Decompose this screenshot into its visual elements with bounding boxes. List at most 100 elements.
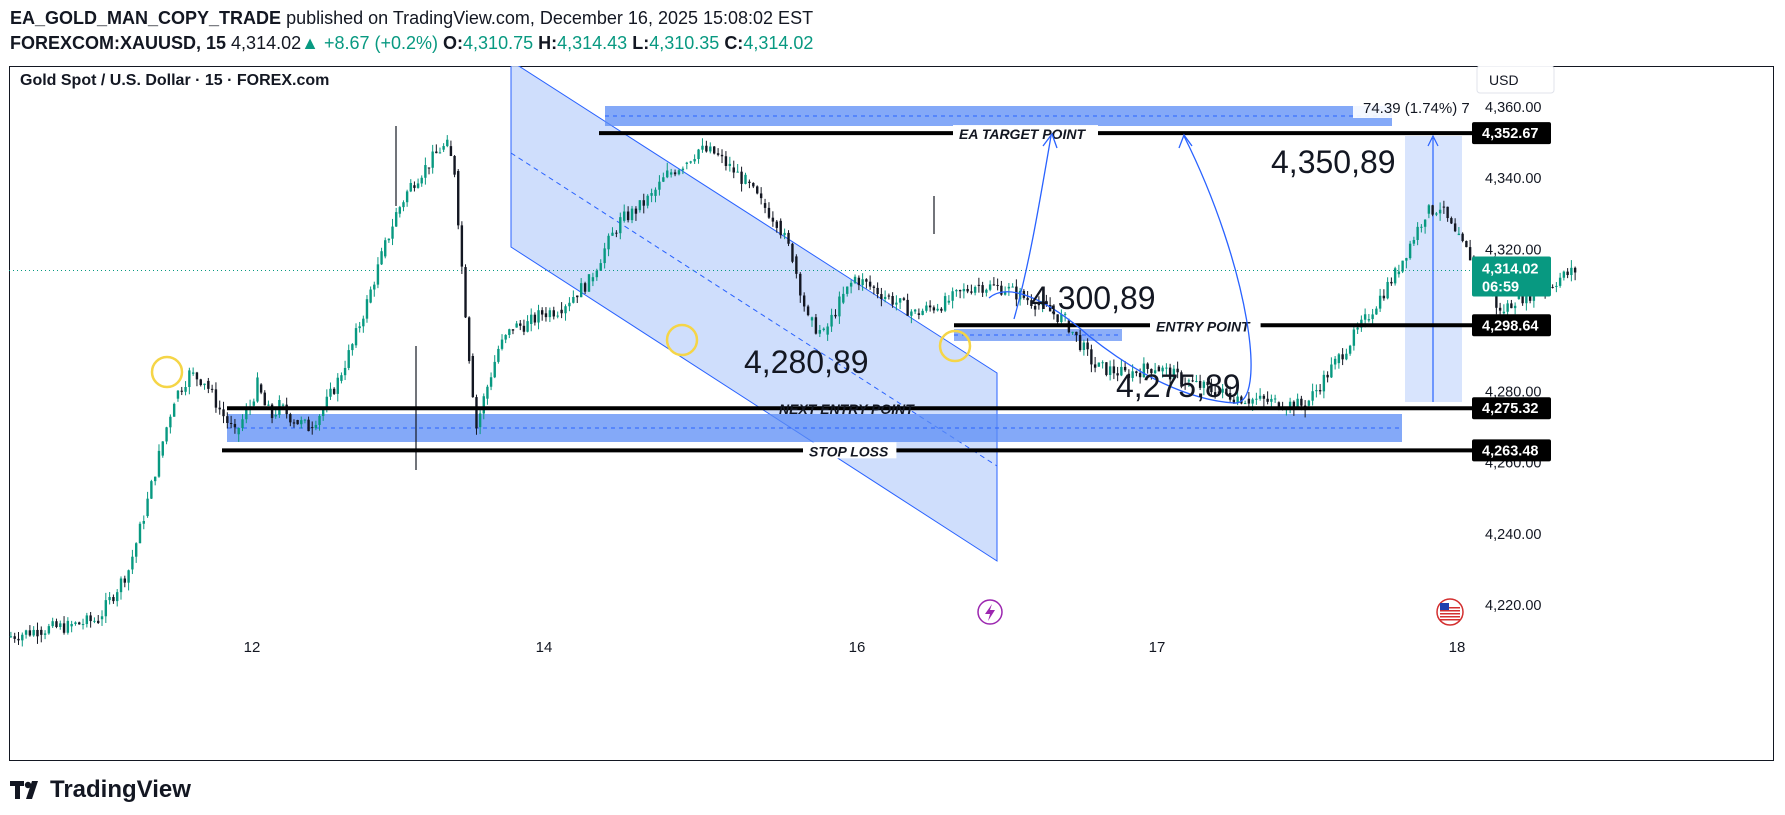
candle-body (123, 578, 127, 583)
tradingview-footer[interactable]: TradingView (10, 776, 191, 804)
publisher-name[interactable]: EA_GOLD_MAN_COPY_TRADE (10, 8, 282, 28)
candle-body (806, 306, 810, 316)
candle-body (343, 367, 347, 376)
candle-body (1131, 371, 1134, 378)
price-tag[interactable] (1472, 122, 1551, 145)
candle-body (1438, 209, 1442, 214)
candle-body (1090, 349, 1093, 365)
candle-body (1510, 303, 1513, 309)
chart-publish-line: EA_GOLD_MAN_COPY_TRADE published on Trad… (10, 8, 813, 29)
candle-body (658, 181, 661, 190)
candle-body (1573, 267, 1577, 273)
candle-body (1033, 305, 1037, 310)
candle-body (947, 300, 951, 303)
candle-body (1555, 285, 1558, 287)
price-annotation: 4,275,89 (1116, 368, 1241, 404)
candle-body (724, 156, 728, 166)
candle-body (93, 620, 96, 622)
low-label: L: (632, 33, 650, 53)
candle-body (1243, 403, 1247, 405)
high-value: 4,314.43 (557, 33, 628, 53)
candle-body (420, 177, 423, 184)
price-tag[interactable] (1472, 314, 1551, 337)
last-price: 4,314.02 (231, 33, 302, 53)
candle-body (560, 309, 563, 314)
candle-body (1341, 354, 1344, 360)
target-arrow-path[interactable] (1013, 135, 1052, 320)
candle-body (705, 145, 708, 152)
candle-body (62, 623, 66, 633)
candle-body (78, 622, 81, 625)
candle-body (1435, 213, 1438, 215)
candle-body (59, 623, 62, 628)
candle-body (988, 284, 992, 290)
candle-body (318, 416, 321, 425)
price-annotation: 4,280,89 (744, 344, 869, 380)
candle-body (1202, 381, 1206, 388)
candle-body (85, 615, 89, 625)
candle-body (712, 146, 716, 154)
reentry-arrow-path[interactable] (988, 135, 1252, 404)
candle-body (387, 238, 391, 241)
candle-body (138, 523, 142, 544)
candle-body (540, 310, 544, 315)
candle-body (112, 597, 115, 602)
candle-body (1210, 385, 1213, 393)
close-value: 4,314.02 (743, 33, 814, 53)
candle-body (292, 422, 296, 424)
us-flag-icon[interactable] (1436, 598, 1464, 626)
current-price-tag[interactable] (1472, 256, 1551, 297)
candle-body (634, 208, 638, 214)
candle-body (36, 629, 39, 637)
candle-body (1292, 401, 1296, 410)
candle-body (728, 163, 732, 166)
candle-body (1352, 329, 1356, 346)
candle-body (744, 174, 747, 184)
candle-body (887, 295, 891, 297)
candle-body (467, 317, 471, 362)
candle-body (1356, 327, 1359, 330)
candle-body (1465, 240, 1468, 248)
price-tag[interactable] (1472, 439, 1551, 462)
candle-body (1405, 258, 1408, 261)
candle-body (642, 200, 645, 206)
candle-body (654, 189, 657, 196)
candle-body (32, 629, 35, 636)
candle-body (1146, 363, 1149, 369)
candle-body (838, 296, 841, 317)
candle-body (697, 149, 700, 160)
price-chart[interactable]: 74.39 (1.74%) 7 EA TARGET POINT ENTRY POIN… (9, 66, 1774, 761)
candle-body (1097, 362, 1101, 367)
candle-body (1217, 391, 1221, 393)
candle-body (846, 286, 849, 294)
candle-body (1075, 331, 1078, 335)
currency-button[interactable] (1476, 66, 1555, 94)
flag-stripe (1440, 610, 1460, 612)
level-label: NEXT ENTRY POINT (779, 401, 915, 417)
candle-body (358, 326, 361, 329)
symbol-line: FOREXCOM:XAUUSD, 15 4,314.02▲ +8.67 (+0.… (10, 33, 813, 54)
x-axis-tick-label: 16 (849, 639, 866, 656)
candle-body (552, 310, 555, 317)
close-label: C: (724, 33, 744, 53)
candle-body (351, 344, 354, 351)
descending-channel[interactable] (510, 66, 998, 562)
candle-body (1450, 218, 1453, 224)
candle-body (868, 281, 872, 287)
candle-body (1307, 400, 1311, 406)
candle-body (530, 314, 533, 324)
candle-body (373, 284, 376, 290)
symbol-name[interactable]: FOREXCOM:XAUUSD, 15 (10, 33, 227, 53)
candle-body (1348, 345, 1352, 354)
candle-body (1168, 367, 1172, 380)
candle-body (405, 191, 409, 203)
x-axis-tick-label: 12 (244, 639, 261, 656)
candle-body (369, 289, 372, 303)
footer-brand: TradingView (50, 776, 191, 803)
price-tag[interactable] (1472, 397, 1551, 420)
candle-body (626, 211, 630, 221)
candle-body (307, 419, 310, 432)
candle-body (1187, 380, 1191, 382)
candle-body (184, 387, 187, 392)
candle-body (229, 423, 233, 425)
